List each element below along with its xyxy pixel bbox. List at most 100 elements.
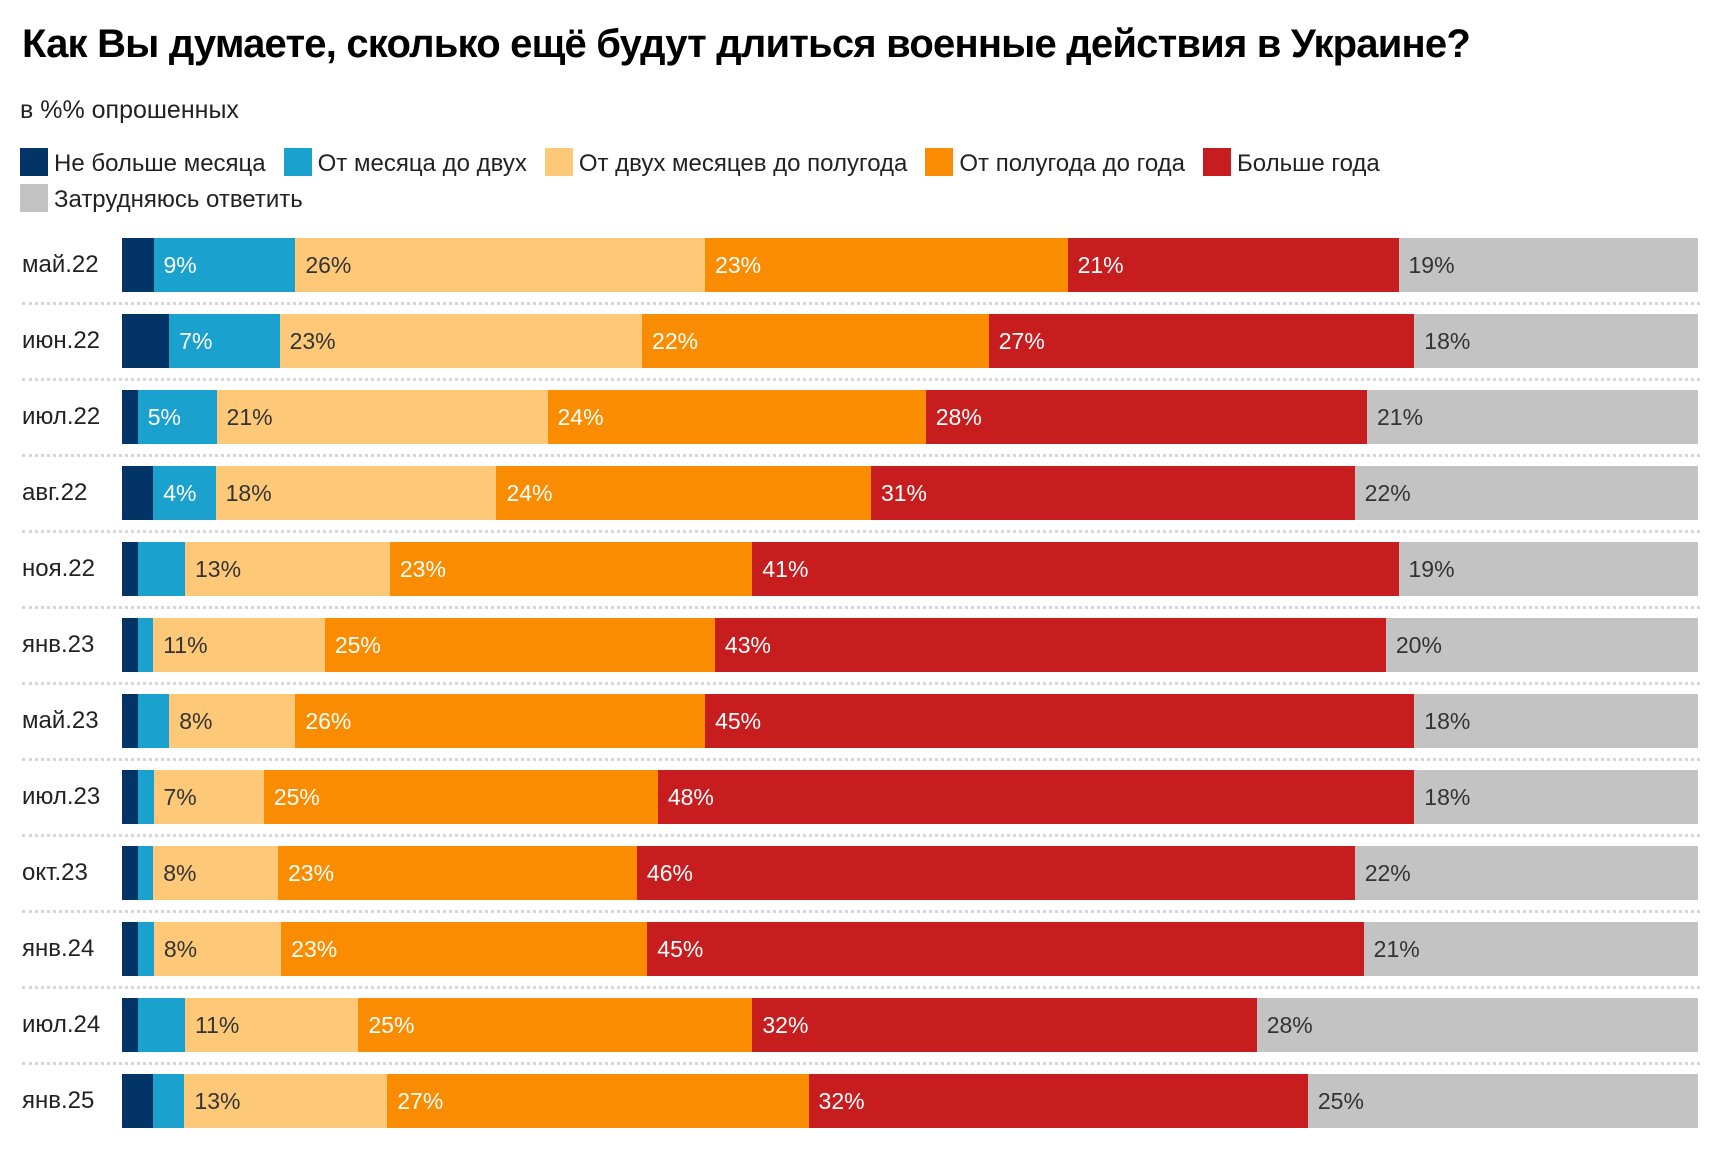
bar-segment: 41% [752, 542, 1399, 596]
data-label: 28% [935, 404, 982, 430]
bar-segment: 27% [387, 1074, 809, 1128]
bar-segment: 32% [808, 1074, 1308, 1128]
bar-row: ноя.22 13% 23% 41% 19% [0, 542, 1720, 618]
legend: Не больше месяца От месяца до двух От двух… [20, 146, 1680, 218]
bar-segment [122, 770, 138, 824]
legend-item: От двух месяцев до полугода [544, 146, 908, 182]
bar-segment: 45% [647, 922, 1364, 976]
bar-segment: 11% [185, 998, 359, 1052]
data-label: 24% [506, 480, 553, 506]
data-label: 27% [397, 1088, 444, 1114]
bar-segment: 23% [389, 542, 753, 596]
data-label: 41% [762, 556, 809, 582]
data-label: 26% [305, 252, 352, 278]
bar-segment [137, 998, 186, 1052]
bar-segment: 23% [279, 314, 643, 368]
data-label: 25% [368, 1012, 415, 1038]
bar-segment [137, 694, 170, 748]
data-label: 13% [194, 1088, 241, 1114]
bar-row: янв.23 11% 25% 43% 20% [0, 618, 1720, 694]
legend-label: От двух месяцев до полугода [578, 150, 908, 177]
stacked-bar: 13% 27% 32% 25% [122, 1074, 1698, 1128]
bar-segment [122, 1074, 154, 1128]
bar-segment: 24% [547, 390, 926, 444]
legend-label: От полугода до года [959, 150, 1186, 177]
bar-row: июн.22 7% 23% 22% 27% 18% [0, 314, 1720, 390]
stacked-bar: 13% 23% 41% 19% [122, 542, 1698, 596]
data-label: 25% [1317, 1088, 1364, 1114]
bar-segment: 27% [988, 314, 1415, 368]
data-label: 25% [273, 784, 320, 810]
bar-row: июл.24 11% 25% 32% 28% [0, 998, 1720, 1074]
data-label: 19% [1408, 556, 1455, 582]
stacked-bar: 9% 26% 23% 21% 19% [122, 238, 1698, 292]
row-separator [22, 606, 1700, 609]
legend-label: Не больше месяца [54, 150, 266, 177]
data-label: 4% [163, 480, 197, 506]
row-separator [22, 302, 1700, 305]
bar-segment: 8% [169, 694, 296, 748]
category-label: авг.22 [22, 479, 88, 506]
data-label: 18% [225, 480, 272, 506]
stacked-bar-chart: май.22 9% 26% 23% 21% 19% июн.22 7% 23% 22% 27% 18%… [0, 238, 1720, 1150]
row-separator [22, 378, 1700, 381]
data-label: 28% [1266, 1012, 1313, 1038]
data-label: 18% [1424, 784, 1471, 810]
bar-segment: 21% [1367, 390, 1698, 444]
data-label: 45% [715, 708, 762, 734]
data-label: 7% [163, 784, 197, 810]
category-label: май.23 [22, 707, 99, 734]
bar-segment: 8% [153, 922, 282, 976]
row-separator [22, 530, 1700, 533]
stacked-bar: 4% 18% 24% 31% 22% [122, 466, 1698, 520]
data-label: 23% [399, 556, 446, 582]
data-label: 22% [1364, 860, 1411, 886]
data-label: 26% [305, 708, 352, 734]
data-label: 9% [163, 252, 197, 278]
bar-segment: 45% [705, 694, 1415, 748]
bar-segment: 4% [153, 466, 216, 520]
category-label: июл.22 [22, 403, 101, 430]
data-label: 31% [880, 480, 927, 506]
data-label: 43% [724, 632, 771, 658]
bar-segment [122, 846, 138, 900]
bar-segment [122, 390, 138, 444]
bar-segment: 18% [1414, 770, 1698, 824]
bar-segment: 48% [657, 770, 1415, 824]
bar-segment: 21% [1067, 238, 1399, 292]
category-label: янв.24 [22, 935, 95, 962]
bar-segment: 26% [295, 238, 706, 292]
stacked-bar: 7% 25% 48% 18% [122, 770, 1698, 824]
row-separator [22, 834, 1700, 837]
bar-segment: 13% [185, 542, 390, 596]
data-label: 21% [226, 404, 273, 430]
bar-segment [122, 694, 138, 748]
bar-segment: 11% [153, 618, 325, 672]
data-label: 11% [163, 632, 208, 658]
bar-segment [122, 922, 138, 976]
chart-title: Как Вы думаете, сколько ещё будут длитьс… [22, 22, 1471, 66]
data-label: 5% [147, 404, 181, 430]
bar-row: окт.23 8% 23% 46% 22% [0, 846, 1720, 922]
bar-segment [137, 618, 154, 672]
row-separator [22, 986, 1700, 989]
data-label: 22% [652, 328, 699, 354]
data-label: 8% [163, 860, 197, 886]
data-label: 23% [288, 860, 335, 886]
bar-segment: 19% [1398, 238, 1698, 292]
bar-segment: 23% [705, 238, 1068, 292]
data-label: 21% [1373, 936, 1420, 962]
bar-segment [153, 1074, 185, 1128]
stacked-bar: 11% 25% 32% 28% [122, 998, 1698, 1052]
bar-segment: 7% [169, 314, 280, 368]
bar-segment: 25% [324, 618, 715, 672]
data-label: 32% [818, 1088, 865, 1114]
bar-segment: 46% [636, 846, 1355, 900]
bar-segment: 43% [714, 618, 1386, 672]
bar-segment: 5% [137, 390, 217, 444]
bar-segment: 9% [153, 238, 296, 292]
row-separator [22, 454, 1700, 457]
legend-swatch [283, 148, 312, 176]
bar-segment [137, 770, 154, 824]
data-label: 24% [557, 404, 604, 430]
